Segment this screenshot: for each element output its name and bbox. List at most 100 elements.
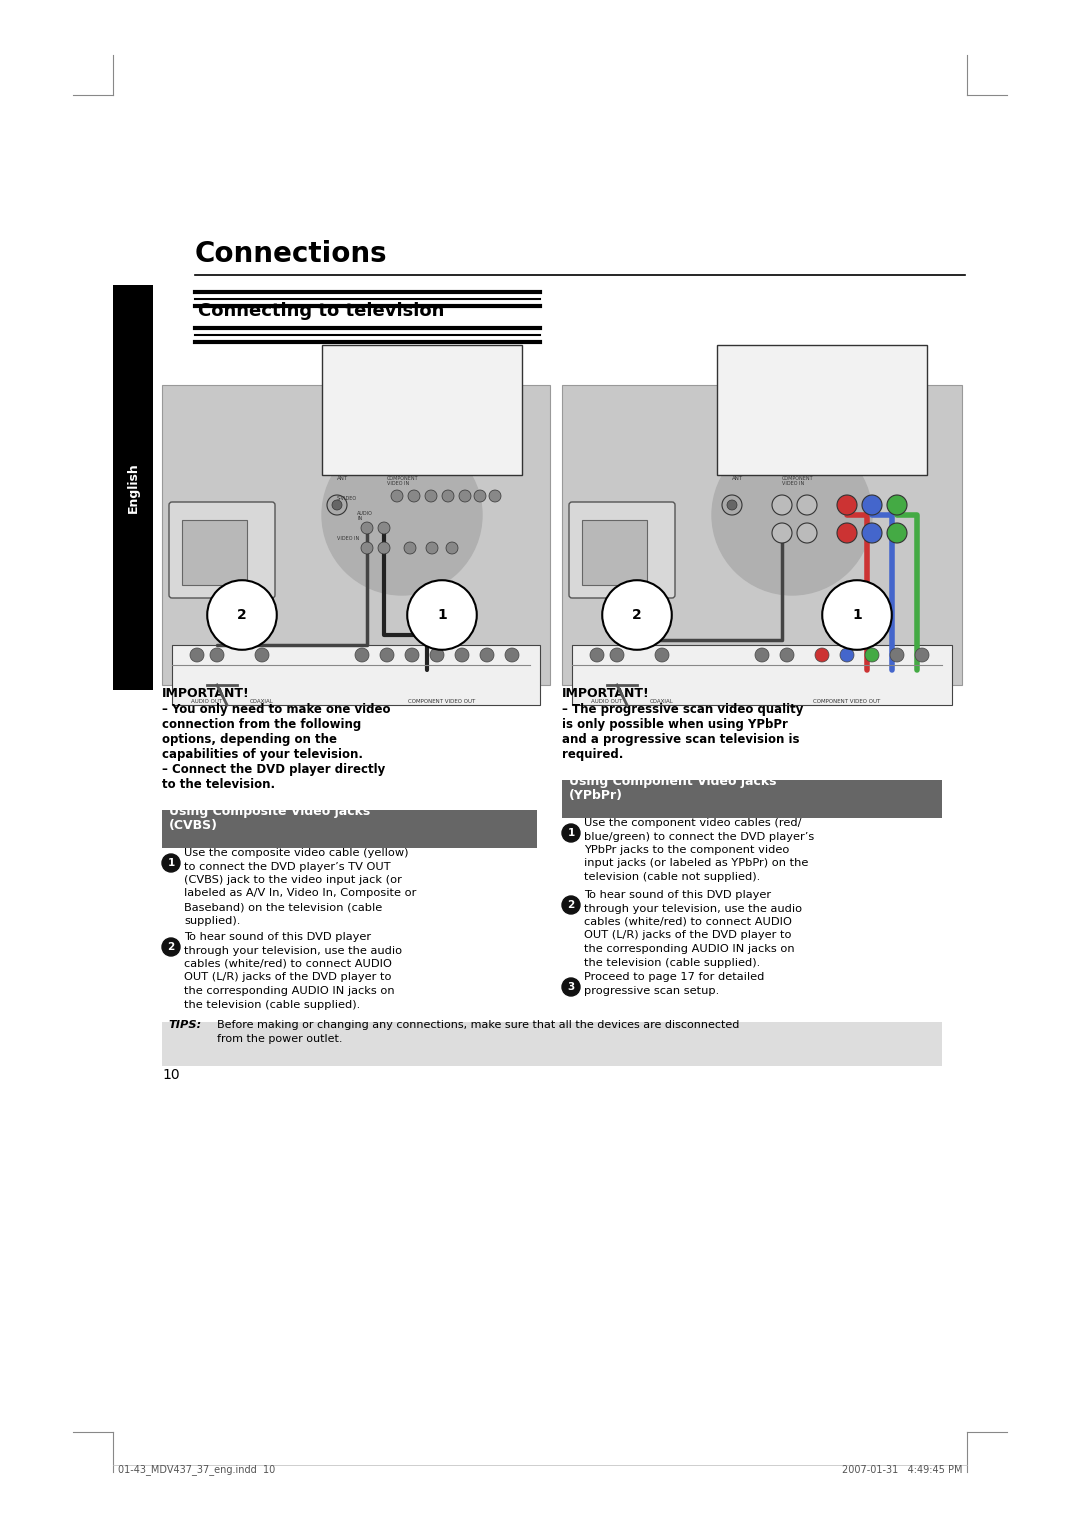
Text: COMPONENT: COMPONENT (782, 476, 813, 481)
FancyBboxPatch shape (717, 345, 927, 475)
FancyBboxPatch shape (162, 385, 550, 686)
Text: S-VIDEO: S-VIDEO (337, 496, 357, 501)
Circle shape (162, 854, 180, 872)
Circle shape (610, 647, 624, 663)
Circle shape (797, 495, 816, 515)
Circle shape (355, 647, 369, 663)
Circle shape (772, 524, 792, 544)
Text: to the television.: to the television. (162, 777, 275, 791)
Text: – You only need to make one video: – You only need to make one video (162, 702, 391, 716)
Circle shape (837, 495, 858, 515)
Circle shape (459, 490, 471, 502)
Circle shape (255, 647, 269, 663)
Circle shape (890, 647, 904, 663)
FancyBboxPatch shape (569, 502, 675, 599)
Text: supplied).: supplied). (184, 916, 241, 925)
Text: IN: IN (357, 516, 362, 521)
Circle shape (474, 490, 486, 502)
Circle shape (442, 490, 454, 502)
Text: YPbPr jacks to the component video: YPbPr jacks to the component video (584, 844, 789, 855)
Text: 2007-01-31   4:49:45 PM: 2007-01-31 4:49:45 PM (841, 1464, 962, 1475)
Circle shape (391, 490, 403, 502)
Text: Connecting to television: Connecting to television (198, 302, 444, 321)
Circle shape (332, 499, 342, 510)
FancyBboxPatch shape (572, 644, 951, 705)
Text: required.: required. (562, 748, 623, 760)
Circle shape (780, 647, 794, 663)
Text: 2: 2 (567, 899, 575, 910)
Circle shape (887, 524, 907, 544)
Text: VIDEO IN: VIDEO IN (387, 481, 409, 486)
Text: from the power outlet.: from the power outlet. (217, 1034, 342, 1044)
Text: AUDIO OUT: AUDIO OUT (592, 699, 622, 704)
Circle shape (654, 647, 669, 663)
Text: AUDIO: AUDIO (357, 512, 373, 516)
Circle shape (426, 490, 437, 502)
Text: cables (white/red) to connect AUDIO: cables (white/red) to connect AUDIO (184, 959, 392, 970)
Circle shape (590, 647, 604, 663)
FancyBboxPatch shape (162, 809, 537, 847)
Circle shape (361, 542, 373, 554)
Circle shape (162, 938, 180, 956)
Circle shape (327, 495, 347, 515)
Text: television (cable not supplied).: television (cable not supplied). (584, 872, 760, 883)
Text: Connections: Connections (195, 240, 388, 269)
Circle shape (489, 490, 501, 502)
FancyBboxPatch shape (172, 644, 540, 705)
Text: (YPbPr): (YPbPr) (569, 789, 623, 802)
Text: is only possible when using YPbPr: is only possible when using YPbPr (562, 718, 788, 731)
Circle shape (562, 977, 580, 996)
Text: ANT: ANT (732, 476, 743, 481)
Text: through your television, use the audio: through your television, use the audio (184, 945, 402, 956)
Text: TIPS:: TIPS: (168, 1020, 201, 1031)
Text: Using Component Video jacks: Using Component Video jacks (569, 776, 777, 788)
Text: blue/green) to connect the DVD player’s: blue/green) to connect the DVD player’s (584, 832, 814, 841)
Text: connection from the following: connection from the following (162, 718, 361, 731)
Circle shape (862, 524, 882, 544)
Text: the corresponding AUDIO IN jacks on: the corresponding AUDIO IN jacks on (184, 986, 394, 996)
Text: IMPORTANT!: IMPORTANT! (562, 687, 650, 699)
Text: COMPONENT: COMPONENT (387, 476, 419, 481)
Text: 2: 2 (167, 942, 175, 951)
Circle shape (408, 490, 420, 502)
Text: 01-43_MDV437_37_eng.indd  10: 01-43_MDV437_37_eng.indd 10 (118, 1464, 275, 1475)
Circle shape (837, 524, 858, 544)
Text: 1: 1 (167, 858, 175, 867)
Text: to connect the DVD player’s TV OUT: to connect the DVD player’s TV OUT (184, 861, 391, 872)
Circle shape (840, 647, 854, 663)
Text: and a progressive scan television is: and a progressive scan television is (562, 733, 799, 747)
Text: English: English (126, 463, 139, 513)
Circle shape (426, 542, 438, 554)
Circle shape (378, 542, 390, 554)
Text: OUT (L/R) jacks of the DVD player to: OUT (L/R) jacks of the DVD player to (584, 930, 792, 941)
Circle shape (712, 435, 872, 596)
Circle shape (815, 647, 829, 663)
Circle shape (865, 647, 879, 663)
Circle shape (723, 495, 742, 515)
Text: VIDEO IN: VIDEO IN (337, 536, 360, 541)
Circle shape (190, 647, 204, 663)
Text: COMPONENT VIDEO OUT: COMPONENT VIDEO OUT (408, 699, 475, 704)
Circle shape (455, 647, 469, 663)
FancyBboxPatch shape (582, 521, 647, 585)
Text: Use the composite video cable (yellow): Use the composite video cable (yellow) (184, 847, 408, 858)
Circle shape (380, 647, 394, 663)
Circle shape (480, 647, 494, 663)
Text: input jacks (or labeled as YPbPr) on the: input jacks (or labeled as YPbPr) on the (584, 858, 808, 869)
Circle shape (404, 542, 416, 554)
Text: options, depending on the: options, depending on the (162, 733, 337, 747)
Circle shape (797, 524, 816, 544)
Text: – The progressive scan video quality: – The progressive scan video quality (562, 702, 804, 716)
Circle shape (378, 522, 390, 534)
Text: To hear sound of this DVD player: To hear sound of this DVD player (584, 890, 771, 899)
Text: COAXIAL: COAXIAL (251, 699, 274, 704)
Text: the television (cable supplied).: the television (cable supplied). (184, 1000, 361, 1009)
Text: COAXIAL: COAXIAL (650, 699, 674, 704)
Text: 2: 2 (238, 608, 247, 621)
FancyBboxPatch shape (562, 385, 962, 686)
Text: Proceed to page 17 for detailed: Proceed to page 17 for detailed (584, 973, 765, 982)
Circle shape (210, 647, 224, 663)
Text: 1: 1 (437, 608, 447, 621)
Text: COMPONENT VIDEO OUT: COMPONENT VIDEO OUT (813, 699, 880, 704)
Circle shape (562, 825, 580, 841)
